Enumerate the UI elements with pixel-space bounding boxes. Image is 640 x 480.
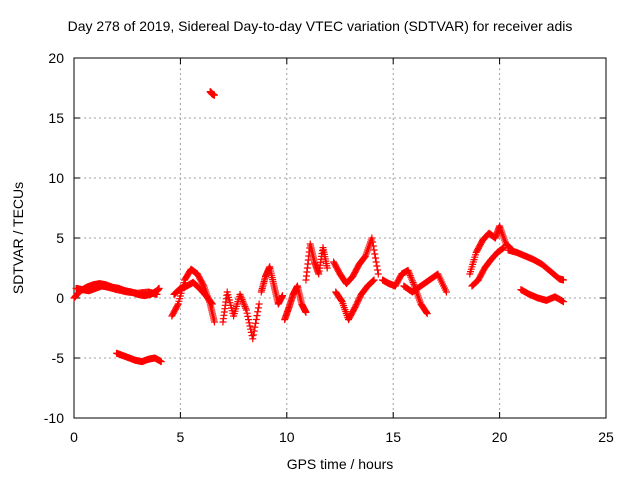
data-point (371, 250, 379, 258)
data-point (255, 300, 263, 308)
grid-lines (74, 58, 606, 418)
y-tick-label: -10 (44, 410, 64, 426)
data-point (352, 301, 360, 309)
x-tick-label: 20 (492, 429, 508, 445)
series-seg-neg (113, 349, 165, 366)
data-point (249, 335, 257, 343)
data-point (368, 234, 376, 242)
data-point (559, 298, 567, 306)
data-point (208, 299, 216, 307)
data-point (248, 332, 256, 340)
data-point (210, 318, 218, 326)
data-point (242, 304, 250, 312)
data-point (243, 309, 251, 317)
data-point (371, 254, 379, 262)
data-point (559, 276, 567, 284)
series-seg-15-18 (400, 270, 450, 296)
x-tick-label: 0 (70, 429, 78, 445)
y-tick-label: 20 (48, 50, 64, 66)
series-seg-start-b (72, 282, 161, 298)
data-point (369, 277, 377, 285)
series-seg-12-14 (330, 234, 382, 288)
data-point (372, 258, 380, 266)
data-point (250, 327, 258, 335)
data-point (247, 325, 255, 333)
data-point (442, 288, 450, 296)
y-tick-label: 5 (56, 230, 64, 246)
data-point (252, 315, 260, 323)
data-point (374, 270, 382, 278)
data-point (157, 358, 165, 366)
x-tick-label: 5 (177, 429, 185, 445)
series-seg-10-11 (281, 282, 310, 324)
data-point (237, 294, 245, 302)
data-point (244, 316, 252, 324)
data-point (323, 264, 331, 272)
series-seg-7-9 (219, 288, 263, 343)
data-point (246, 322, 254, 330)
data-point (249, 331, 257, 339)
data-point (370, 276, 378, 284)
data-point (423, 309, 431, 317)
data-point (373, 262, 381, 270)
data-point (370, 246, 378, 254)
data-point (252, 319, 260, 327)
data-point (423, 310, 431, 318)
data-points (70, 88, 567, 366)
data-point (210, 91, 218, 99)
y-axis-label: SDTVAR / TECUs (10, 181, 26, 295)
data-point (406, 270, 414, 278)
series-seg-21-23-low (517, 286, 567, 306)
axis-ticks: 0 5 10 15 20 25 -10 -5 0 5 10 15 20 (44, 50, 614, 445)
data-point (253, 312, 261, 320)
data-point (369, 242, 377, 250)
data-point (369, 238, 377, 246)
data-point (254, 308, 262, 316)
series-seg-20-23 (504, 246, 567, 284)
data-point (254, 304, 262, 312)
data-point (302, 308, 310, 316)
data-point (279, 292, 287, 300)
x-tick-label: 15 (385, 429, 401, 445)
data-point (242, 306, 250, 314)
data-point (337, 297, 345, 305)
data-point (208, 300, 216, 308)
data-point (500, 244, 508, 252)
data-point (374, 266, 382, 274)
data-point (369, 277, 377, 285)
y-tick-label: 10 (48, 170, 64, 186)
data-point (240, 299, 248, 307)
series-seg-14-17 (379, 266, 431, 318)
data-point (199, 281, 207, 289)
series-seg-5-7-b (170, 278, 216, 308)
series-seg-12-14-b (332, 276, 378, 324)
data-point (410, 280, 418, 288)
y-tick-label: -5 (52, 350, 65, 366)
series-seg-9-10 (257, 263, 287, 308)
x-tick-label: 10 (279, 429, 295, 445)
series-seg-19-21-b (468, 244, 508, 290)
data-point (408, 275, 416, 283)
x-tick-label: 25 (598, 429, 614, 445)
chart-title: Day 278 of 2019, Sidereal Day-to-day VTE… (67, 18, 573, 34)
y-tick-label: 15 (48, 110, 64, 126)
data-point (153, 290, 161, 298)
y-tick-label: 0 (56, 290, 64, 306)
data-point (244, 312, 252, 320)
data-point (354, 296, 362, 304)
series-seg-outlier (206, 88, 218, 99)
data-point (251, 323, 259, 331)
data-point (245, 319, 253, 327)
series-seg-11-12 (302, 240, 331, 284)
data-point (174, 301, 182, 309)
x-axis-label: GPS time / hours (286, 456, 394, 472)
data-point (155, 284, 163, 292)
